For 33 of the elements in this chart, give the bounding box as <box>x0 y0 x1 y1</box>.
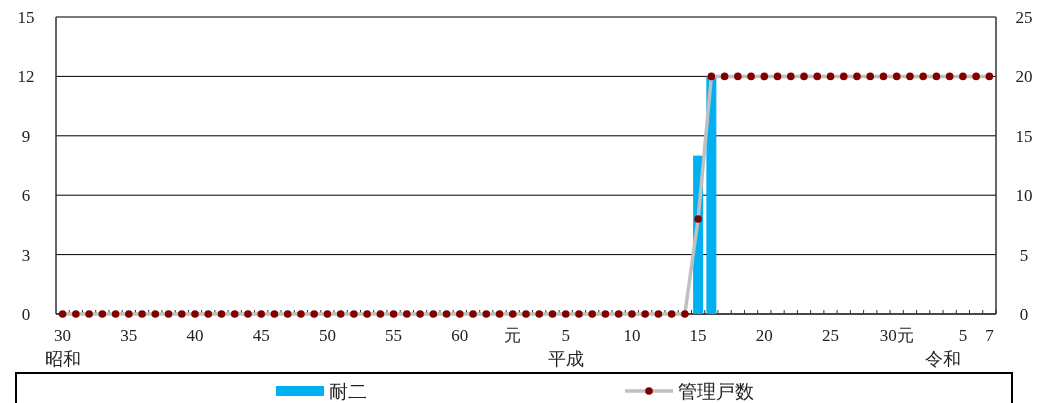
x-tick-label: 7 <box>985 326 995 345</box>
y-tick-label: 0 <box>21 305 31 324</box>
legend-label: 管理戸数 <box>678 381 754 402</box>
y2-tick-label: 5 <box>1019 245 1029 265</box>
text: 昭和 <box>44 349 81 369</box>
x-tick-label: 20 <box>755 326 773 345</box>
x-tick-label: 10 <box>623 326 641 345</box>
x-tick-label: 50 <box>318 326 336 345</box>
y2-tick-label: 0 <box>1019 305 1029 324</box>
x-tick-label: 30元 <box>879 326 914 345</box>
y-tick-label: 3 <box>21 245 31 265</box>
x-tick-label: 35 <box>120 326 138 345</box>
x-tick-label: 5 <box>561 326 570 345</box>
x-tick-label: 元 <box>504 326 522 345</box>
x-tick-label: 55 <box>385 326 403 345</box>
legend-label: 耐二 <box>329 381 367 402</box>
y2-tick-label: 25 <box>1015 8 1033 27</box>
y-tick-label: 9 <box>21 126 31 146</box>
text: 令和 <box>925 349 962 369</box>
x-tick-label: 45 <box>252 326 270 345</box>
x-tick-label: 60 <box>451 326 469 345</box>
x-tick-label: 40 <box>186 326 204 345</box>
y-tick-label: 12 <box>17 67 35 87</box>
y-tick-label: 15 <box>17 8 35 27</box>
y2-tick-label: 10 <box>1015 186 1033 206</box>
x-tick-label: 30 <box>54 326 72 345</box>
y2-tick-label: 20 <box>1015 67 1033 87</box>
x-tick-label: 5 <box>958 326 968 345</box>
y-tick-label: 6 <box>21 186 31 206</box>
y2-tick-label: 15 <box>1015 126 1033 146</box>
x-tick-label: 25 <box>822 326 840 345</box>
x-tick-label: 15 <box>689 326 707 345</box>
text: 平成 <box>547 349 584 369</box>
